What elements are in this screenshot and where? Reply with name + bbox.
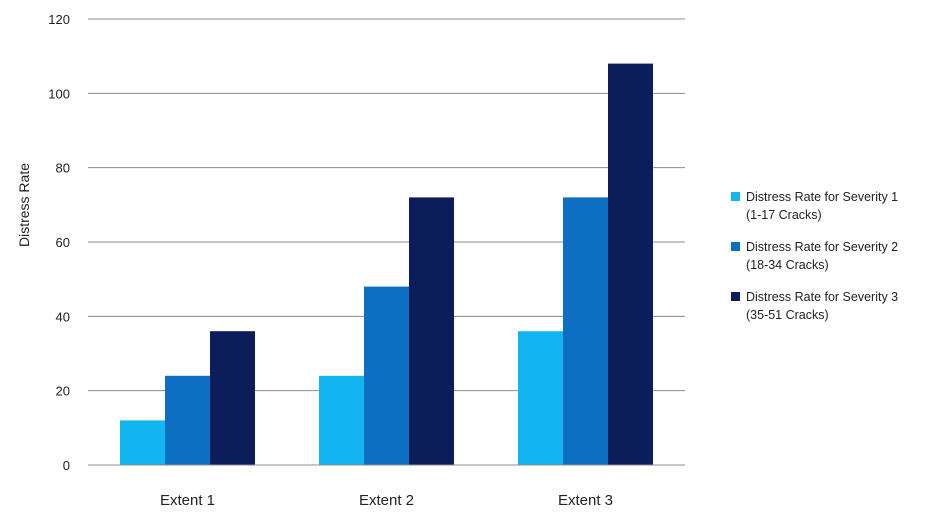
x-tick-label: Extent 3 (558, 492, 613, 509)
y-axis-label: Distress Rate (16, 163, 32, 247)
bar (210, 331, 255, 465)
x-tick-label: Extent 2 (359, 492, 414, 509)
legend-label-line: (18-34 Cracks) (746, 258, 829, 272)
y-tick-label: 20 (56, 384, 70, 399)
x-tick-labels: Extent 1 Extent 2 Extent 3 (160, 492, 613, 509)
bar (563, 197, 608, 465)
legend-label: Distress Rate for Severity 2 (18-34 Crack… (746, 238, 898, 274)
y-tick-label: 60 (56, 235, 70, 250)
legend-label: Distress Rate for Severity 1 (1-17 Cracks… (746, 188, 898, 224)
legend-label-line: Distress Rate for Severity 3 (746, 290, 899, 304)
legend-swatch (731, 192, 740, 201)
bar (165, 375, 210, 465)
bar (608, 63, 653, 465)
legend-item: Distress Rate for Severity 1 (1-17 Cracks… (731, 188, 943, 224)
y-tick-label: 0 (63, 458, 70, 473)
legend-label-line: Distress Rate for Severity 1 (746, 190, 899, 204)
y-tick-label: 80 (56, 161, 70, 176)
y-tick-label: 100 (48, 86, 70, 101)
legend-swatch (731, 242, 740, 251)
y-tick-labels: 0 20 40 60 80 100 120 (48, 12, 70, 473)
bars (120, 63, 653, 465)
bar (120, 420, 165, 465)
legend-label-line: Distress Rate for Severity 2 (746, 240, 899, 254)
bar (409, 197, 454, 465)
bar (518, 331, 563, 465)
legend-label: Distress Rate for Severity 3 (35-51 Crack… (746, 288, 898, 324)
legend-item: Distress Rate for Severity 3 (35-51 Crack… (731, 288, 943, 324)
y-tick-label: 40 (56, 309, 70, 324)
legend-label-line: (1-17 Cracks) (746, 208, 822, 222)
bar (364, 286, 409, 465)
legend-item: Distress Rate for Severity 2 (18-34 Crack… (731, 238, 943, 274)
legend: Distress Rate for Severity 1 (1-17 Cracks… (731, 188, 943, 338)
x-tick-label: Extent 1 (160, 492, 215, 509)
legend-label-line: (35-51 Cracks) (746, 308, 829, 322)
legend-swatch (731, 292, 740, 301)
y-tick-label: 120 (48, 12, 70, 27)
bar (319, 375, 364, 465)
